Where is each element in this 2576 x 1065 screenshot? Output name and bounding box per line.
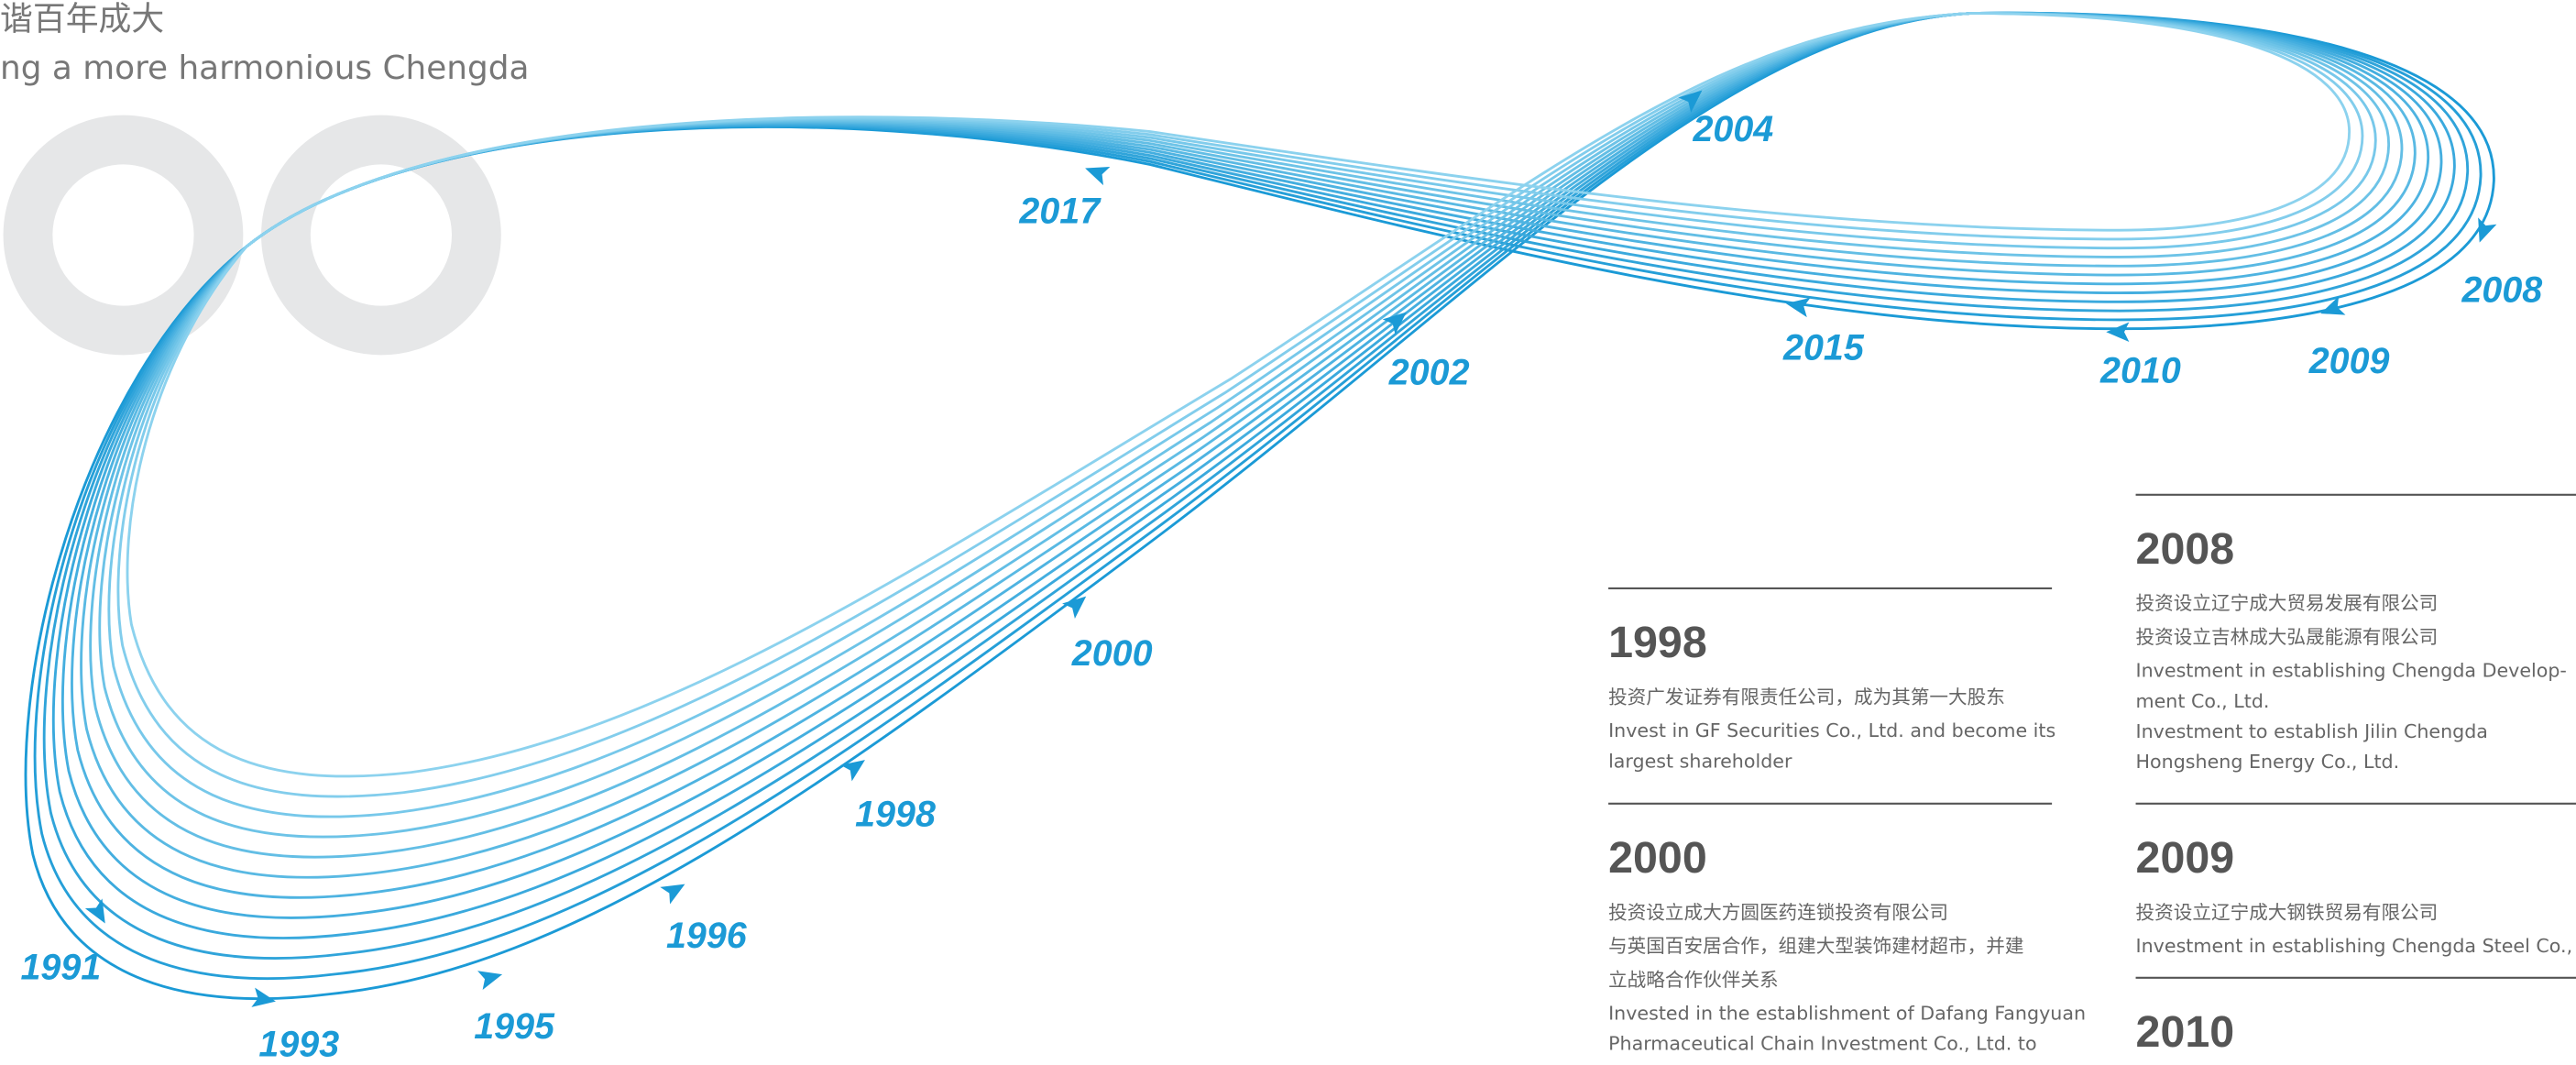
entry-line: Investment in establishing Chengda Devel… — [2136, 660, 2567, 682]
year-label: 1991 — [20, 947, 101, 987]
entry-line: 投资广发证券有限责任公司，成为其第一大股东 — [1608, 686, 2005, 708]
entry-line: 与英国百安居合作，组建大型装饰建材超市，并建 — [1608, 935, 2023, 957]
entry-line: Pharmaceutical Chain Investment Co., Ltd… — [1608, 1033, 2036, 1055]
entry-line: 投资设立辽宁成大钢铁贸易有限公司 — [2136, 901, 2439, 923]
entry-line: cooperate with B&Q in the UK to establis… — [1608, 1063, 2024, 1065]
ribbon-line — [116, 12, 2364, 798]
arrow — [2106, 322, 2130, 343]
ribbon — [24, 11, 2497, 1007]
entry-year: 2009 — [2136, 833, 2235, 883]
arrow — [477, 971, 503, 991]
entry-line: largest shareholder — [1608, 750, 1792, 772]
year-label: 1996 — [666, 916, 748, 956]
entry-year: 2008 — [2136, 524, 2235, 574]
logo-watermark — [3, 115, 501, 356]
arrow — [1062, 596, 1087, 620]
arrow — [840, 760, 865, 782]
arrow — [1382, 312, 1407, 335]
entry-year: 1998 — [1608, 618, 1707, 667]
entry-year: 2000 — [1608, 833, 1707, 883]
entry-line: Invested in the establishment of Dafang … — [1608, 1003, 2086, 1025]
entry-line: 投资设立辽宁成大贸易发展有限公司 — [2136, 592, 2439, 614]
year-label: 2000 — [1071, 633, 1153, 674]
year-label: 1998 — [855, 795, 936, 835]
arrow — [1678, 90, 1703, 113]
year-label: 1995 — [474, 1006, 555, 1047]
year-label: 2010 — [2099, 351, 2181, 391]
arrow — [251, 987, 276, 1007]
year-label: 2008 — [2461, 270, 2542, 311]
entry-line: Investment in establishing Chengda Steel… — [2136, 935, 2576, 957]
ribbon-line — [107, 12, 2377, 818]
logo-ring — [261, 115, 501, 356]
year-labels: 2017 2004 2008 2015 2010 2009 2002 2000 1998 1996… — [20, 109, 2542, 1065]
year-label: 2009 — [2308, 341, 2390, 381]
arrow — [1785, 297, 1811, 318]
header-title-cn: 谐百年成大 — [0, 0, 164, 38]
entry-year: 2010 — [2136, 1007, 2235, 1057]
entry-line: 立战略合作伙伴关系 — [1608, 969, 1778, 991]
year-label: 2004 — [1692, 109, 1773, 149]
arrow — [660, 884, 685, 905]
entry-line: Investment to establish Jilin Chengda — [2136, 720, 2488, 742]
arrow — [84, 898, 105, 924]
year-label: 1993 — [258, 1025, 339, 1065]
arrow — [2320, 296, 2346, 315]
entry-line: Invest in GF Securities Co., Ltd. and be… — [1608, 719, 2055, 741]
entry-line: ment Co., Ltd. — [2136, 690, 2270, 712]
year-label: 2015 — [1782, 327, 1865, 368]
arrow — [1085, 166, 1111, 186]
year-label: 2017 — [1018, 192, 1102, 232]
entries: 1998 投资广发证券有限责任公司，成为其第一大股东 Invest in GF Se… — [1608, 493, 2576, 1065]
entry-line: Hongsheng Energy Co., Ltd. — [2136, 751, 2400, 773]
entry-line: 投资设立成大方圆医药连锁投资有限公司 — [1608, 901, 1948, 923]
ribbon-line — [126, 12, 2351, 778]
arrow — [2478, 217, 2497, 243]
year-label: 2002 — [1388, 352, 1470, 392]
logo-ring — [3, 115, 244, 356]
entry-line: 投资设立吉林成大弘晟能源有限公司 — [2136, 626, 2439, 648]
header-title-en: ng a more harmonious Chengda — [0, 49, 529, 87]
